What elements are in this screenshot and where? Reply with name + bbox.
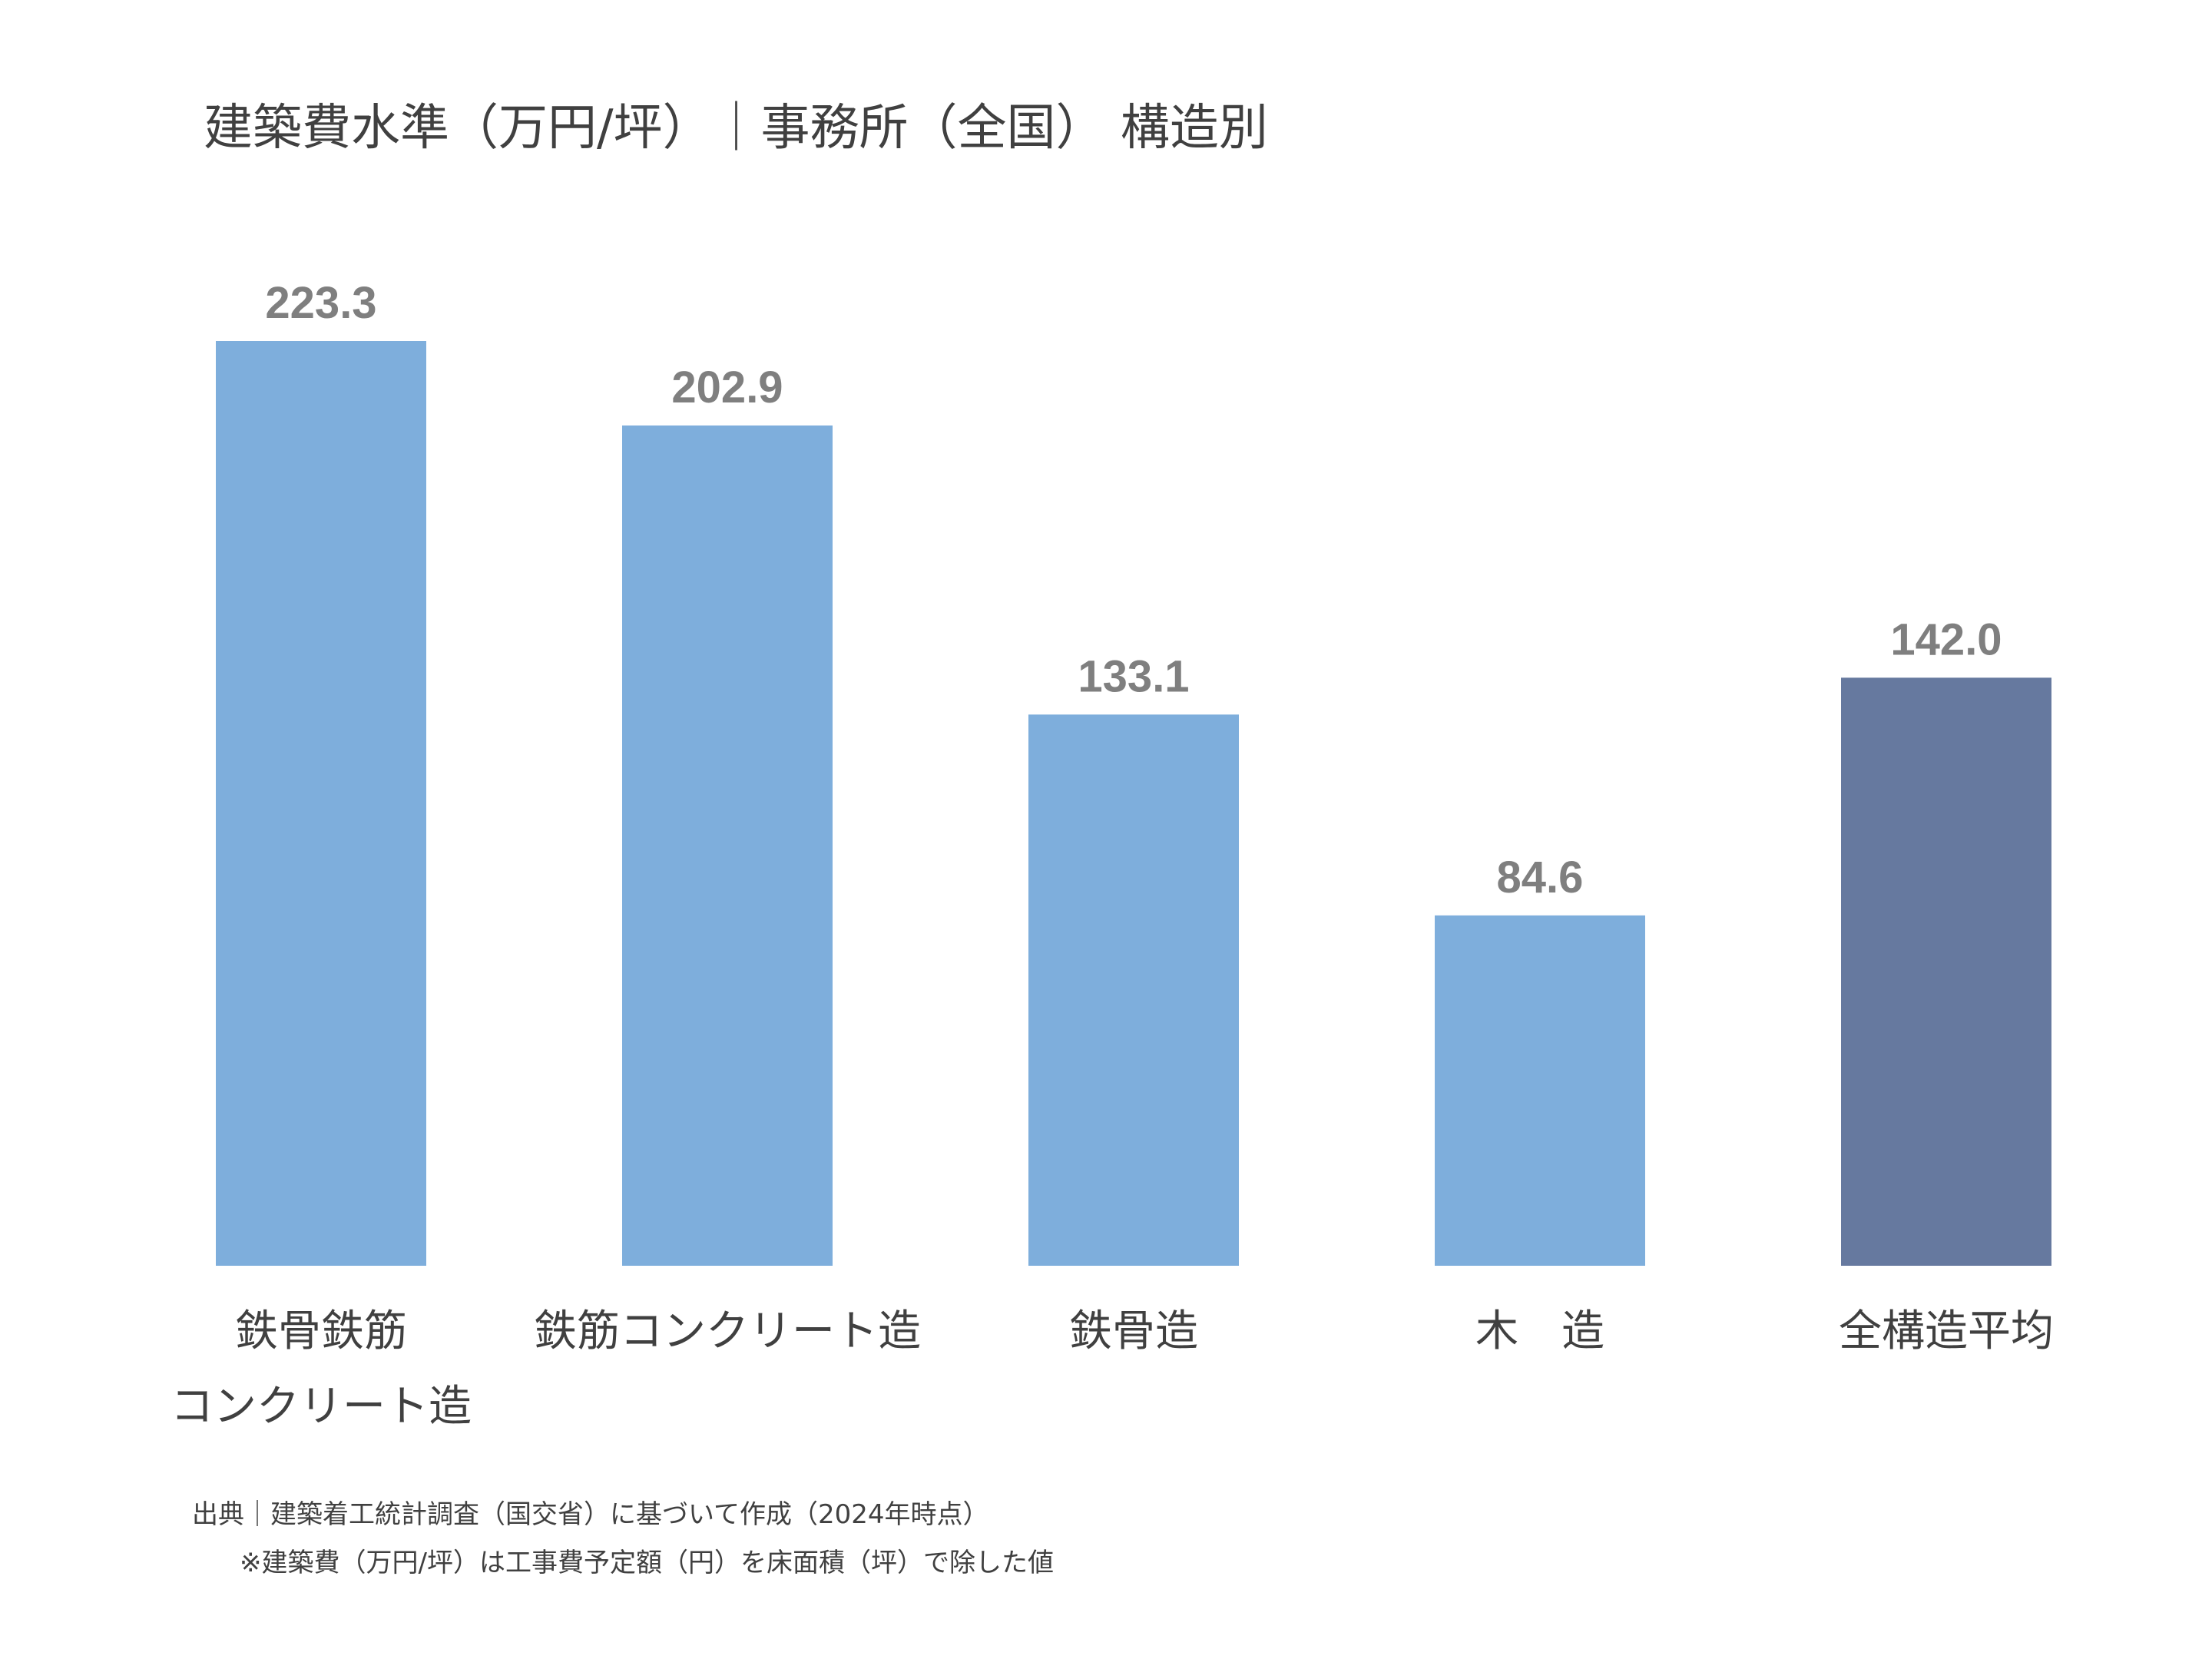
bar-value-label-2: 133.1 [1078,651,1189,701]
bar-value-label-3: 84.6 [1497,853,1584,902]
bar-1 [622,425,833,1267]
value-labels-group: 223.3 202.9 133.1 84.6 142.0 [265,278,2002,902]
category-label-0-line-1: コンクリート造 [171,1382,472,1432]
bar-value-label-0: 223.3 [265,278,376,328]
bar-0 [216,341,426,1266]
remark-note: ※建築費（万円/坪）は工事費予定額（円）を床面積（坪）で除した値 [240,1548,1054,1578]
category-label-4: 全構造平均 [1839,1306,2054,1356]
bar-4 [1841,677,2051,1266]
category-label-2: 鉄骨造 [1069,1306,1198,1356]
category-label-1: 鉄筋コンクリート造 [534,1306,921,1356]
bar-3 [1435,915,1645,1266]
bar-value-label-1: 202.9 [671,363,783,412]
bars-group [216,341,2051,1267]
source-note: 出典｜建築着工統計調査（国交省）に基づいて作成（2024年時点） [192,1499,989,1530]
category-label-3: 木 造 [1475,1306,1604,1356]
chart-title: 建築費水準（万円/坪）｜事務所（全国） 構造別 [204,100,1268,157]
bar-value-label-4: 142.0 [1890,614,2002,664]
category-label-0-line-0: 鉄骨鉄筋 [235,1306,407,1356]
bar-2 [1028,714,1239,1266]
